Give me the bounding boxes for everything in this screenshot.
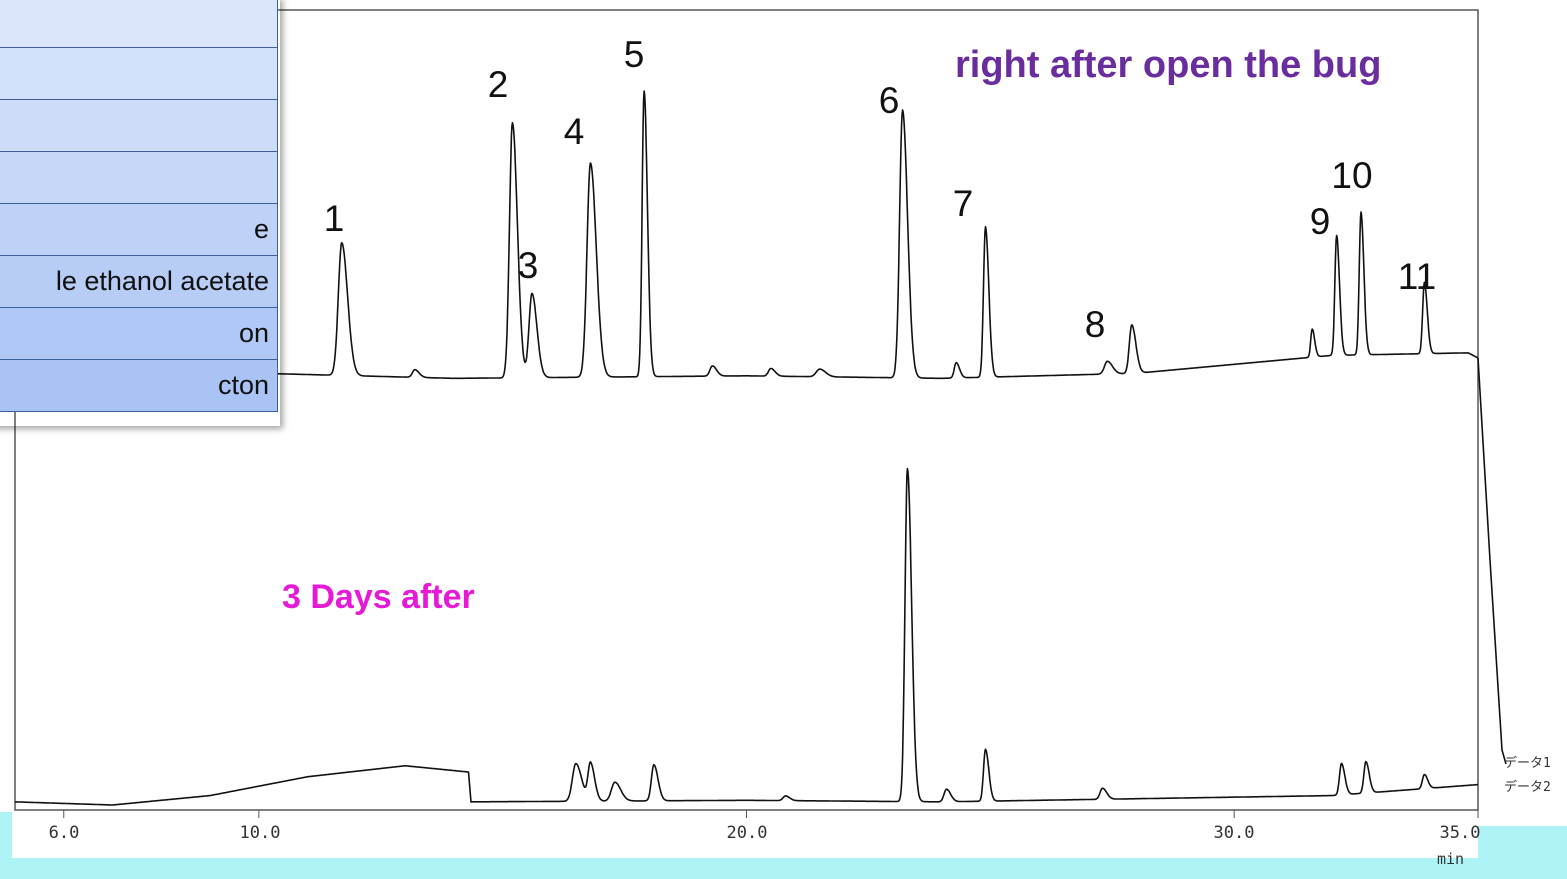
x-tick-label: 6.0 [48,823,80,843]
legend-row [0,48,278,100]
peak-label: 8 [1084,304,1106,345]
peak-label: 3 [517,245,539,286]
series-line-2 [14,467,1479,806]
legend-row: le ethanol acetate [0,256,278,308]
legend-row: on [0,308,278,360]
peak-label: 4 [563,111,585,152]
x-tick-label: 10.0 [239,823,281,843]
x-tick-label: 35.0 [1439,823,1481,843]
x-tick-label: 30.0 [1213,823,1255,843]
accent-strip-right [1478,826,1567,879]
annotation-right-after-open: right after open the bug [955,44,1382,86]
annotation-3-days-after: 3 Days after [282,578,475,616]
peak-label: 6 [878,80,900,121]
x-tick-label: 20.0 [726,823,768,843]
legend-row: cton [0,360,278,412]
peak-label: 10 [1331,155,1373,196]
peak-label: 9 [1309,201,1331,242]
accent-strip-bottom [0,858,1567,879]
trace-name-data1: データ1 [1504,756,1551,771]
legend-panel: e le ethanol acetate on cton [0,0,280,426]
trace-end-drop [1477,357,1507,765]
peak-label: 1 [323,198,345,239]
legend-row [0,152,278,204]
legend-row: e [0,204,278,256]
peak-label: 2 [487,64,509,105]
peak-label: 11 [1397,256,1437,297]
trace-name-data2: データ2 [1504,780,1551,795]
legend-row [0,100,278,152]
peak-label: 5 [623,34,645,75]
legend-row [0,0,278,48]
peak-label: 7 [952,183,974,224]
x-axis-unit-label: min [1437,850,1465,868]
